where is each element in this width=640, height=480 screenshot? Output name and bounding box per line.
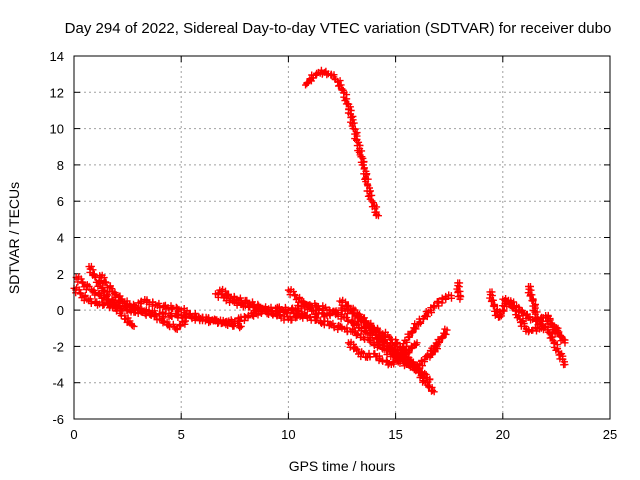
data-trace xyxy=(503,297,515,305)
data-point xyxy=(443,326,451,334)
data-point xyxy=(374,212,382,220)
data-trace xyxy=(453,279,465,301)
data-trace xyxy=(534,315,545,333)
data-trace xyxy=(347,113,361,143)
series-track-7 xyxy=(216,285,310,324)
series-track-11 xyxy=(396,291,455,359)
data-point xyxy=(229,321,237,329)
y-tick-label: 0 xyxy=(57,303,64,318)
chart-title: Day 294 of 2022, Sidereal Day-to-day VTE… xyxy=(65,20,612,37)
data-trace xyxy=(427,339,442,359)
y-tick-label: -6 xyxy=(52,412,64,427)
y-tick-label: -4 xyxy=(52,376,64,391)
data-point xyxy=(237,322,245,330)
data-point xyxy=(430,388,438,396)
series-track-18 xyxy=(542,311,569,347)
series-track-4 xyxy=(96,271,142,313)
data-trace xyxy=(231,313,248,326)
y-tick-label: 8 xyxy=(57,158,64,173)
x-tick-label: 15 xyxy=(388,427,402,442)
data-trace xyxy=(524,326,536,334)
data-trace xyxy=(143,296,157,310)
y-tick-label: 12 xyxy=(50,85,64,100)
data-point xyxy=(561,339,569,347)
data-trace xyxy=(518,307,531,323)
data-point xyxy=(447,292,455,300)
plot-frame xyxy=(73,55,611,420)
data-point xyxy=(561,361,569,369)
data-trace xyxy=(76,289,89,304)
data-trace xyxy=(434,325,450,346)
data-point xyxy=(130,322,138,330)
data-point xyxy=(166,312,174,320)
data-point xyxy=(302,312,310,320)
y-axis-label: SDTVAR / TECUs xyxy=(6,182,22,294)
data-trace xyxy=(550,339,562,354)
data-trace xyxy=(405,340,420,355)
series-track-14 xyxy=(302,66,382,220)
series-track-5 xyxy=(134,296,245,332)
y-tick-label: 14 xyxy=(50,49,64,64)
data-trace xyxy=(355,310,368,326)
data-trace xyxy=(404,320,420,341)
y-tick-label: 2 xyxy=(57,267,64,282)
y-tick-label: -2 xyxy=(52,339,64,354)
grid-lines xyxy=(74,56,610,419)
x-tick-label: 10 xyxy=(281,427,295,442)
x-tick-label: 0 xyxy=(70,427,77,442)
x-axis-label: GPS time / hours xyxy=(289,458,396,474)
series-track-12 xyxy=(426,325,451,361)
data-trace xyxy=(299,298,313,314)
data-trace xyxy=(316,66,326,78)
data-trace xyxy=(372,210,381,219)
y-tick-label: 4 xyxy=(57,231,64,246)
series-track-10 xyxy=(344,338,421,369)
data-trace xyxy=(308,69,321,82)
data-trace xyxy=(291,291,304,306)
data-trace xyxy=(539,321,547,334)
x-tick-label: 25 xyxy=(603,427,617,442)
data-trace xyxy=(396,333,413,357)
data-point xyxy=(413,339,421,347)
data-point xyxy=(181,317,189,325)
x-tick-label: 20 xyxy=(496,427,510,442)
data-trace xyxy=(211,316,225,328)
data-trace xyxy=(340,89,355,117)
data-trace xyxy=(110,289,124,304)
x-tick-label: 5 xyxy=(178,427,185,442)
data-trace xyxy=(507,300,523,315)
data-points xyxy=(70,66,569,396)
data-trace xyxy=(289,302,302,314)
series-track-13 xyxy=(453,279,465,303)
data-trace xyxy=(358,161,374,200)
data-point xyxy=(456,295,464,303)
data-trace xyxy=(528,297,542,321)
data-trace xyxy=(225,290,238,305)
series-track-17 xyxy=(524,283,569,369)
data-trace xyxy=(521,322,533,335)
y-tick-label: 6 xyxy=(57,194,64,209)
data-trace xyxy=(230,319,244,332)
data-trace xyxy=(293,310,307,322)
data-trace xyxy=(442,291,455,303)
y-tick-label: 10 xyxy=(50,122,64,137)
data-trace xyxy=(366,191,381,216)
